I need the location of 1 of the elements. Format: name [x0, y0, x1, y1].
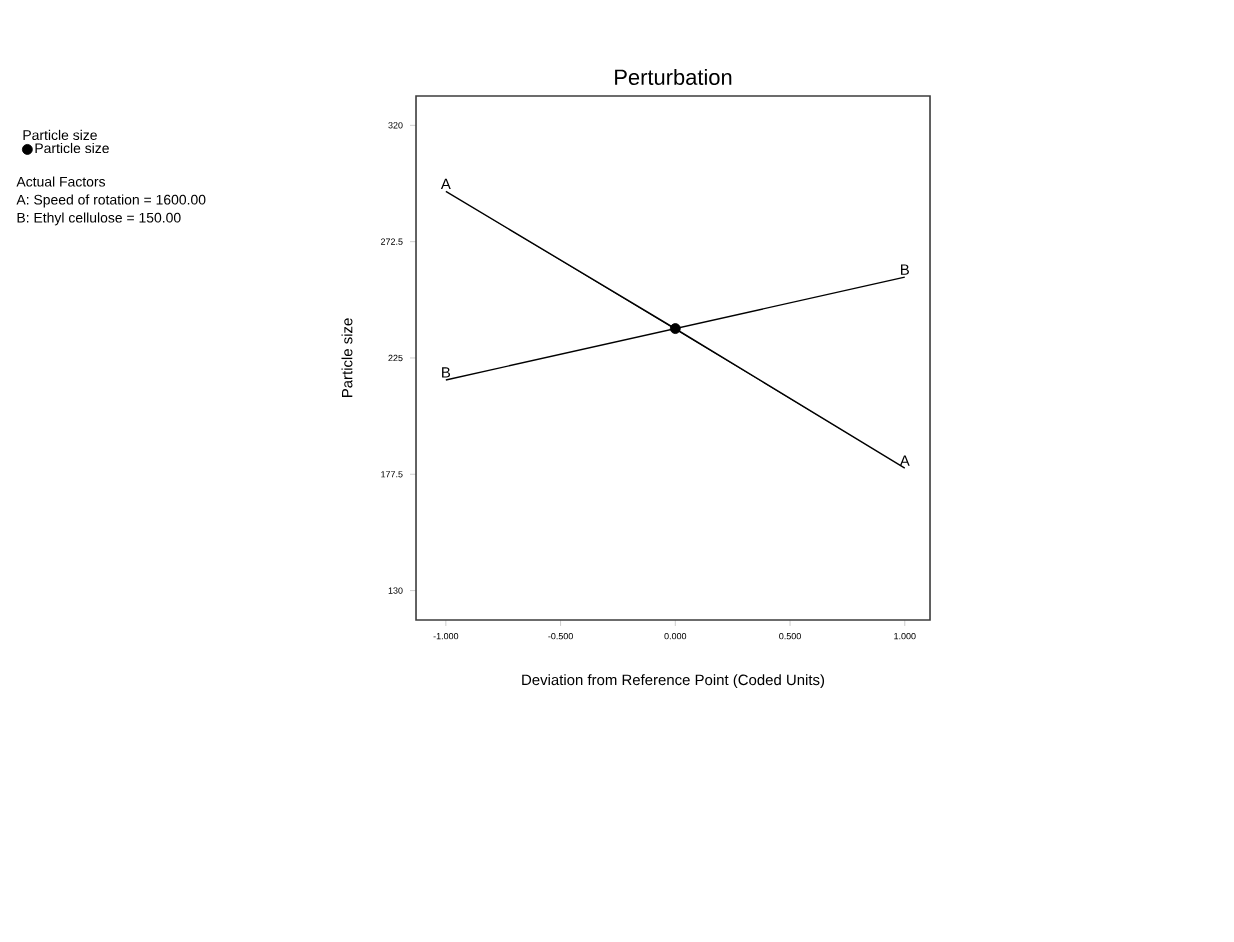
chart-title: Perturbation	[615, 68, 732, 85]
